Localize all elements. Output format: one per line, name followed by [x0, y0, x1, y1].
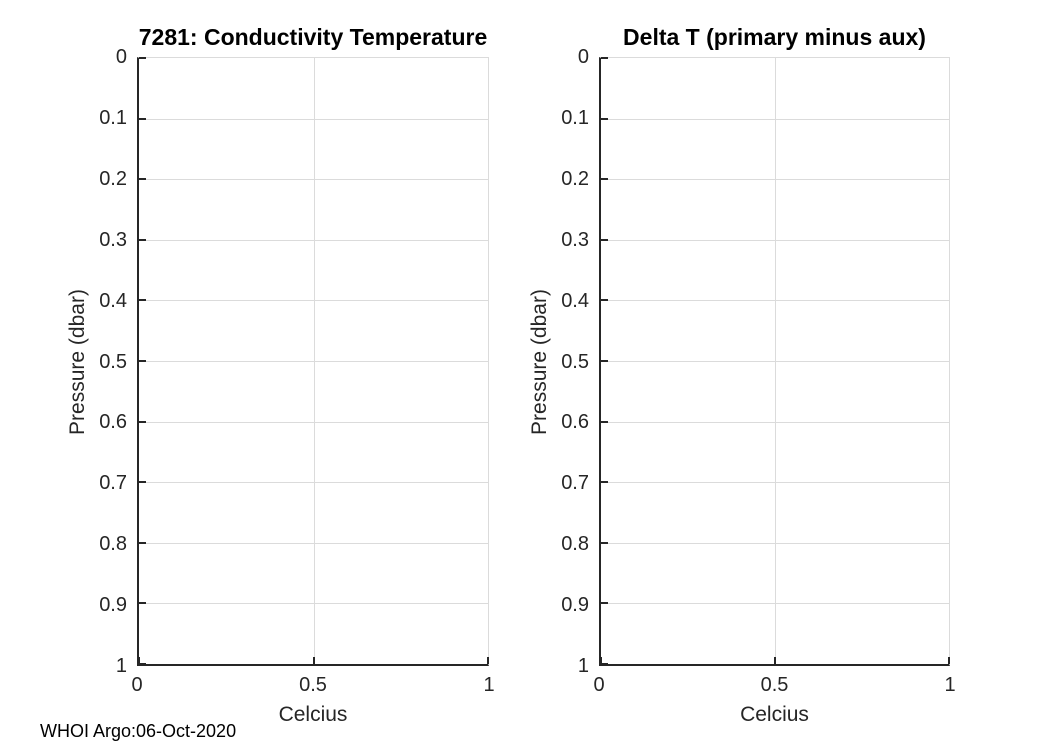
- y-tick-mark: [601, 57, 608, 59]
- y-tick-label: 0.4: [561, 289, 589, 312]
- y-tick-label: 0.8: [99, 533, 127, 556]
- y-tick-mark: [601, 117, 608, 120]
- plot-delta-t: Delta T (primary minus aux) Pressure (db…: [528, 24, 956, 726]
- x-tick-label: 1: [944, 674, 956, 696]
- y-tick-label: 1: [577, 655, 589, 677]
- y-tick-mark: [139, 602, 146, 605]
- gridline: [313, 58, 315, 664]
- x-tick-mark: [600, 657, 602, 664]
- y-tick-mark: [601, 663, 608, 665]
- x-axis-label: Celcius: [740, 703, 809, 726]
- y-tick-label: 0.1: [561, 106, 589, 129]
- x-tick-mark: [138, 657, 140, 664]
- y-tick-mark: [601, 360, 608, 362]
- y-tick-mark: [601, 238, 608, 241]
- y-tick-label: 0.5: [99, 350, 127, 373]
- y-tick-label: 0.4: [99, 289, 127, 312]
- plot-conductivity-temperature: 7281: Conductivity Temperature Pressure …: [66, 24, 495, 726]
- x-tick-mark: [487, 657, 489, 664]
- y-tick-mark: [139, 57, 146, 59]
- x-tick-mark: [774, 657, 776, 664]
- y-tick-mark: [601, 602, 608, 605]
- y-tick-mark: [139, 420, 146, 423]
- y-tick-mark: [139, 481, 146, 484]
- y-tick-mark: [601, 420, 608, 423]
- y-tick-label: 0.3: [99, 228, 127, 251]
- x-tick-label: 0.5: [299, 674, 327, 696]
- plot-title: 7281: Conductivity Temperature: [138, 24, 488, 50]
- y-tick-mark: [601, 481, 608, 484]
- y-tick-mark: [139, 541, 146, 544]
- y-tick-label: 0.9: [99, 594, 127, 617]
- y-tick-label: 0.2: [99, 167, 127, 190]
- y-tick-label: 0.1: [99, 106, 127, 129]
- y-tick-mark: [601, 541, 608, 544]
- y-tick-label: 0.8: [561, 533, 589, 556]
- y-tick-mark: [139, 178, 146, 181]
- x-tick-mark: [312, 657, 315, 664]
- y-axis-label: Pressure (dbar): [66, 288, 89, 435]
- y-tick-label: 0.6: [99, 411, 127, 434]
- y-axis-label: Pressure (dbar): [528, 288, 551, 435]
- y-tick-label: 1: [115, 655, 127, 677]
- y-tick-label: 0: [115, 46, 127, 68]
- y-tick-label: 0.5: [561, 350, 589, 373]
- y-tick-mark: [601, 299, 608, 302]
- x-tick-label: 0: [593, 674, 605, 696]
- x-axis-label: Celcius: [278, 703, 348, 726]
- footer-date-label: WHOI Argo:06-Oct-2020: [40, 721, 237, 741]
- x-tick-label: 0.5: [760, 674, 789, 696]
- y-tick-label: 0.9: [561, 594, 589, 617]
- plot-area: [599, 57, 950, 666]
- x-tick-label: 1: [483, 674, 495, 696]
- y-tick-mark: [139, 117, 146, 120]
- y-tick-mark: [601, 178, 608, 181]
- y-tick-mark: [139, 299, 146, 302]
- x-tick-label: 0: [131, 674, 143, 696]
- y-tick-mark: [139, 238, 146, 241]
- y-tick-label: 0.2: [561, 167, 589, 190]
- y-tick-label: 0.3: [561, 228, 589, 251]
- y-tick-label: 0: [577, 46, 589, 68]
- plot-area: [137, 57, 489, 666]
- x-tick-mark: [948, 657, 950, 664]
- gridline: [775, 58, 776, 664]
- y-tick-label: 0.7: [561, 472, 589, 495]
- plot-title: Delta T (primary minus aux): [623, 24, 926, 50]
- y-tick-label: 0.7: [99, 472, 127, 495]
- y-tick-mark: [139, 360, 146, 362]
- y-tick-mark: [139, 663, 146, 665]
- y-tick-label: 0.6: [561, 411, 589, 434]
